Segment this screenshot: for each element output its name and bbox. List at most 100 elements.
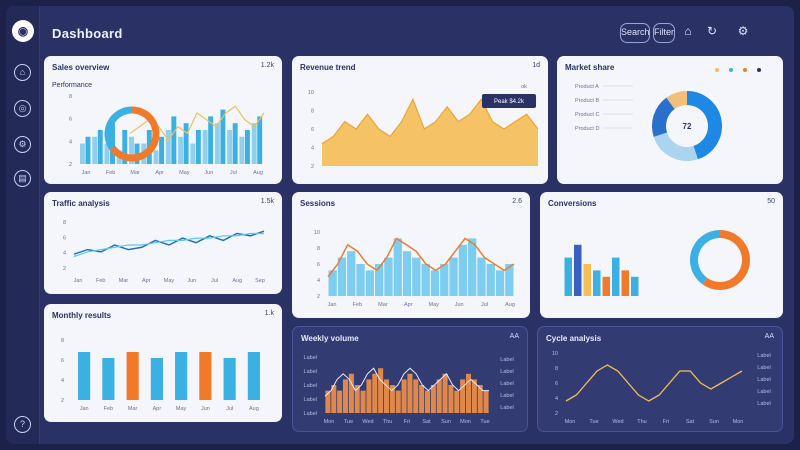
sessions-bar	[421, 264, 430, 296]
reports-icon[interactable]: ▤	[14, 170, 31, 187]
weekly-bar	[477, 385, 483, 413]
card-badge[interactable]: 1d	[532, 62, 540, 69]
overview-bar	[97, 130, 103, 164]
card-cycle[interactable]: Cycle analysis AA 10 8 6 4 2 Label Label Label Lab…	[537, 326, 783, 432]
conversions-bar	[621, 270, 629, 296]
settings-button[interactable]: ⚙	[737, 24, 749, 38]
card-badge[interactable]: 2.6	[512, 198, 522, 205]
search-button[interactable]: Search	[620, 23, 650, 43]
card-badge[interactable]: AA	[764, 333, 774, 340]
card-sessions[interactable]: Sessions 2.6 10 8 6 4 2 Jan Feb Mar Apr May Jun Jul Au…	[292, 192, 530, 318]
overview-bar	[92, 136, 98, 164]
cycle-xtick: Sat	[686, 419, 695, 425]
weekly-bar	[337, 390, 343, 413]
sessions-ytick: 10	[314, 230, 320, 236]
card-traffic[interactable]: Traffic analysis 1.5k 8 6 4 2 Jan Feb Mar Apr May J…	[44, 192, 282, 294]
sessions-xtick: Aug	[505, 302, 515, 308]
monthly-ytick: 2	[61, 398, 64, 404]
filter-button[interactable]: Filter	[653, 23, 675, 43]
card-cycle-chart: 10 8 6 4 2 Label Label Label Label Label Mon Tue Wed…	[552, 351, 771, 425]
weekly-bar	[401, 379, 407, 413]
weekly-bar	[360, 390, 366, 413]
home-button[interactable]: ⌂	[684, 24, 692, 38]
monthly-bar	[175, 352, 188, 400]
share-pie-slice	[652, 97, 676, 137]
overview-bar	[134, 143, 140, 164]
weekly-xtick: Thu	[383, 419, 392, 425]
card-monthly[interactable]: Monthly results 1.k 8 6 4 2 Jan Feb Mar Apr May Jun…	[44, 304, 282, 422]
weekly-legend-label: Label	[500, 357, 513, 363]
refresh-button[interactable]: ↻	[706, 24, 718, 38]
weekly-bar	[436, 379, 442, 413]
card-overview[interactable]: Sales overview 1.2k Performance 8 6 4 2 Jan Feb M…	[44, 56, 282, 184]
share-dot	[743, 68, 747, 72]
traffic-xtick: Jul	[211, 278, 218, 284]
weekly-ytick: Label	[304, 369, 317, 375]
home-icon[interactable]: ⌂	[14, 64, 31, 81]
card-badge[interactable]: 50	[767, 198, 775, 205]
traffic-ytick: 8	[63, 220, 66, 226]
share-dot	[757, 68, 761, 72]
revenue-ytick: 4	[311, 146, 314, 152]
monthly-xtick: Aug	[249, 406, 259, 412]
card-share-chart: 72 Product A Product B Product C Product D	[575, 68, 761, 161]
cycle-xtick: Thu	[637, 419, 646, 425]
monthly-bar	[78, 352, 91, 400]
help-icon[interactable]: ?	[14, 416, 31, 433]
revenue-ytick: 10	[308, 90, 314, 96]
sessions-bar	[458, 244, 467, 296]
weekly-bar	[325, 390, 331, 413]
traffic-line-secondary	[73, 232, 264, 258]
card-badge[interactable]: 1.5k	[260, 198, 274, 205]
weekly-bar	[407, 373, 413, 413]
weekly-bar	[430, 385, 436, 413]
analytics-icon[interactable]: ◎	[14, 100, 31, 117]
weekly-bar	[383, 379, 390, 413]
logo-icon[interactable]: ◉	[12, 20, 34, 42]
traffic-xtick: Sep	[255, 278, 265, 284]
overview-bar	[232, 123, 238, 164]
card-badge[interactable]: 1.2k	[260, 62, 274, 69]
overview-bar	[104, 143, 110, 164]
overview-bar	[195, 130, 201, 164]
conversions-bar	[583, 264, 591, 296]
overview-ytick: 8	[69, 94, 72, 100]
card-badge[interactable]: AA	[509, 333, 519, 340]
card-conversions[interactable]: Conversions 50	[540, 192, 783, 318]
sessions-ytick: 6	[317, 262, 320, 268]
card-share[interactable]: Market share 72 Product A Product B Product …	[557, 56, 783, 184]
weekly-legend-label: Label	[500, 369, 513, 375]
card-title: Sessions	[300, 199, 336, 208]
sessions-bar	[365, 270, 374, 296]
conversions-bar	[602, 276, 610, 296]
monthly-bar	[223, 358, 236, 400]
weekly-legend-label: Label	[500, 393, 513, 399]
card-revenue[interactable]: Revenue trend 1d 10 8 6 4 2 Peak $4.2k ok	[292, 56, 548, 184]
share-legend-label: Product B	[575, 98, 599, 104]
share-pie-slice	[686, 91, 722, 160]
revenue-area	[322, 99, 538, 166]
share-legend-label: Product C	[575, 112, 599, 118]
monthly-bar	[247, 352, 260, 400]
overview-bar	[159, 136, 165, 164]
settings-icon[interactable]: ⚙	[14, 136, 31, 153]
sessions-bar	[393, 238, 402, 296]
card-weekly[interactable]: Weekly volume AA Label Label Label Label Label…	[292, 326, 528, 432]
card-badge[interactable]: 1.k	[264, 310, 274, 317]
traffic-xtick: Feb	[96, 278, 105, 284]
monthly-xtick: Jun	[201, 406, 210, 412]
weekly-bar	[471, 379, 477, 413]
overview-bar	[214, 123, 220, 164]
traffic-line	[73, 230, 265, 255]
sessions-xtick: Apr	[404, 302, 413, 308]
overview-bar	[171, 116, 177, 164]
cycle-legend-label: Label	[757, 365, 770, 371]
conversions-donut-slice	[702, 230, 750, 290]
cycle-xtick: Wed	[612, 419, 623, 425]
overview-bar	[178, 136, 184, 164]
sessions-ytick: 8	[317, 246, 320, 252]
revenue-line	[321, 97, 539, 145]
monthly-bar	[150, 358, 163, 400]
weekly-bar	[378, 368, 384, 413]
overview-xtick: Jan	[82, 170, 91, 176]
